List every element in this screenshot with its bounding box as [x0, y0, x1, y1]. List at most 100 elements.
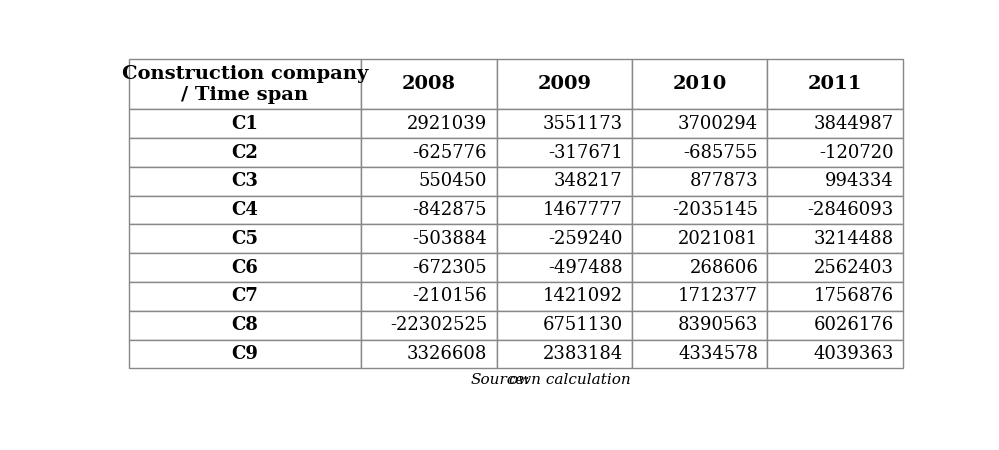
Bar — [129, 253, 361, 282]
Bar — [129, 167, 361, 196]
Bar — [361, 282, 497, 311]
Bar — [632, 282, 767, 311]
Text: 3326608: 3326608 — [407, 345, 488, 363]
Text: 4039363: 4039363 — [813, 345, 894, 363]
Bar — [767, 225, 903, 253]
Text: C6: C6 — [232, 259, 259, 277]
Text: 2921039: 2921039 — [407, 115, 488, 133]
Text: C4: C4 — [232, 201, 259, 219]
Bar — [497, 225, 632, 253]
Bar — [361, 167, 497, 196]
Text: 3214488: 3214488 — [813, 230, 894, 248]
Bar — [767, 339, 903, 368]
Bar — [632, 167, 767, 196]
Text: -22302525: -22302525 — [390, 316, 488, 334]
Text: -842875: -842875 — [413, 201, 488, 219]
Text: -259240: -259240 — [548, 230, 622, 248]
Text: 6026176: 6026176 — [813, 316, 894, 334]
Bar — [632, 253, 767, 282]
Bar — [129, 59, 361, 109]
Text: 3551173: 3551173 — [542, 115, 622, 133]
Text: 268606: 268606 — [689, 259, 758, 277]
Bar — [361, 253, 497, 282]
Text: -2035145: -2035145 — [672, 201, 758, 219]
Bar — [767, 282, 903, 311]
Text: C9: C9 — [232, 345, 259, 363]
Text: 1467777: 1467777 — [542, 201, 622, 219]
Bar — [632, 339, 767, 368]
Text: 550450: 550450 — [419, 172, 488, 190]
Text: 1421092: 1421092 — [542, 288, 622, 306]
Text: C8: C8 — [232, 316, 259, 334]
Text: -497488: -497488 — [548, 259, 622, 277]
Bar — [767, 109, 903, 138]
Bar — [129, 282, 361, 311]
Bar — [129, 196, 361, 225]
Text: 994334: 994334 — [825, 172, 894, 190]
Text: -120720: -120720 — [819, 144, 894, 162]
Bar — [497, 109, 632, 138]
Bar — [129, 109, 361, 138]
Text: -672305: -672305 — [413, 259, 488, 277]
Bar — [497, 167, 632, 196]
Text: 2008: 2008 — [402, 75, 456, 93]
Text: C5: C5 — [232, 230, 259, 248]
Text: -685755: -685755 — [683, 144, 758, 162]
Bar — [361, 59, 497, 109]
Bar — [767, 253, 903, 282]
Bar — [632, 196, 767, 225]
Bar — [497, 339, 632, 368]
Bar — [632, 225, 767, 253]
Text: 2021081: 2021081 — [678, 230, 758, 248]
Text: C1: C1 — [232, 115, 259, 133]
Text: 4334578: 4334578 — [678, 345, 758, 363]
Text: Construction company
/ Time span: Construction company / Time span — [122, 65, 368, 104]
Text: -2846093: -2846093 — [807, 201, 894, 219]
Text: 1712377: 1712377 — [678, 288, 758, 306]
Bar — [497, 138, 632, 167]
Bar — [767, 196, 903, 225]
Text: -503884: -503884 — [413, 230, 488, 248]
Bar — [632, 109, 767, 138]
Text: 2383184: 2383184 — [542, 345, 622, 363]
Bar — [497, 311, 632, 339]
Text: C2: C2 — [232, 144, 259, 162]
Bar — [129, 339, 361, 368]
Text: 3844987: 3844987 — [813, 115, 894, 133]
Text: C7: C7 — [232, 288, 259, 306]
Bar — [129, 311, 361, 339]
Bar — [767, 138, 903, 167]
Bar — [632, 59, 767, 109]
Text: Source:: Source: — [471, 374, 530, 387]
Text: -317671: -317671 — [548, 144, 622, 162]
Bar — [497, 253, 632, 282]
Text: 348217: 348217 — [554, 172, 622, 190]
Bar — [361, 196, 497, 225]
Bar — [632, 138, 767, 167]
Text: 8390563: 8390563 — [677, 316, 758, 334]
Text: 2010: 2010 — [672, 75, 727, 93]
Text: 3700294: 3700294 — [678, 115, 758, 133]
Text: own calculation: own calculation — [509, 374, 631, 387]
Text: C3: C3 — [232, 172, 259, 190]
Text: 2562403: 2562403 — [813, 259, 894, 277]
Text: -625776: -625776 — [413, 144, 488, 162]
Bar — [361, 311, 497, 339]
Text: 877873: 877873 — [689, 172, 758, 190]
Bar — [497, 282, 632, 311]
Bar — [129, 138, 361, 167]
Bar — [767, 59, 903, 109]
Text: 2009: 2009 — [537, 75, 591, 93]
Bar — [129, 225, 361, 253]
Text: -210156: -210156 — [413, 288, 488, 306]
Bar — [361, 138, 497, 167]
Text: 2011: 2011 — [808, 75, 862, 93]
Bar — [767, 167, 903, 196]
Bar — [361, 109, 497, 138]
Bar — [497, 196, 632, 225]
Text: 1756876: 1756876 — [813, 288, 894, 306]
Bar — [361, 339, 497, 368]
Bar — [632, 311, 767, 339]
Text: 6751130: 6751130 — [542, 316, 622, 334]
Bar — [767, 311, 903, 339]
